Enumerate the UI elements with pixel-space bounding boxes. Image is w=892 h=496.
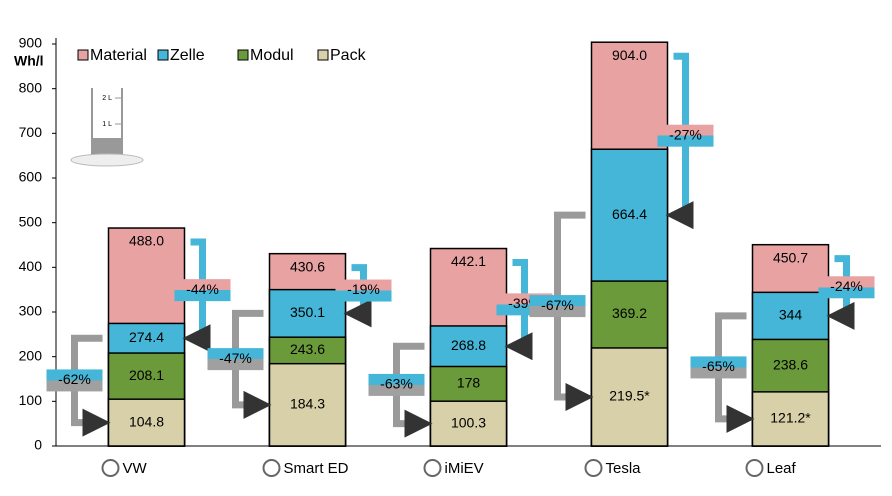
- value-label: 219.5*: [609, 388, 650, 404]
- cell-label-box: [818, 276, 875, 299]
- value-label: 369.2: [612, 305, 647, 321]
- bar: [107, 398, 186, 447]
- pack-reduction-label: -67%: [541, 297, 574, 313]
- bar: [751, 391, 830, 447]
- x-tick-label: Smart ED: [284, 460, 349, 477]
- value-label: 904.0: [612, 47, 647, 63]
- y-tick-label: 200: [19, 347, 43, 363]
- value-label: 664.4: [612, 206, 647, 222]
- legend-swatch: [77, 49, 89, 61]
- pack-label-box: [529, 295, 586, 318]
- cell-label-box: [335, 279, 392, 302]
- value-label: 238.6: [773, 356, 808, 372]
- value-label: 488.0: [129, 233, 164, 249]
- brand-logo: [262, 459, 281, 477]
- value-label: 100.3: [451, 414, 486, 430]
- bar: [590, 347, 669, 447]
- legend-swatch: [157, 49, 169, 61]
- cell-reduction-label: -27%: [669, 126, 702, 142]
- icon-label: 1 L: [102, 121, 112, 128]
- brand-logo: [101, 459, 120, 477]
- pack-label-box: [690, 356, 747, 379]
- y-tick-label: 600: [19, 169, 43, 185]
- legend-swatch: [237, 49, 249, 61]
- brand-logo: [584, 459, 603, 477]
- value-label: 274.4: [129, 329, 164, 345]
- value-label: 268.8: [451, 337, 486, 353]
- y-tick-label: 100: [19, 392, 43, 408]
- y-tick-label: 300: [19, 303, 43, 319]
- value-label: 442.1: [451, 253, 486, 269]
- y-tick-label: 800: [19, 79, 43, 95]
- pack-reduction-label: -65%: [702, 358, 735, 374]
- icon-label: 2 L: [102, 95, 112, 102]
- value-label: 430.6: [290, 258, 325, 274]
- cell-reduction-label: -24%: [830, 278, 863, 294]
- brand-logo: [423, 459, 442, 477]
- value-label: 450.7: [773, 249, 808, 265]
- x-tick-label: Tesla: [606, 460, 642, 477]
- legend-label: Modul: [250, 47, 294, 64]
- y-tick-label: 400: [19, 258, 43, 274]
- y-tick-label: 900: [19, 35, 43, 51]
- x-tick-label: iMiEV: [445, 460, 484, 477]
- pack-label-box: [368, 373, 425, 396]
- cell-label-box: [657, 124, 714, 147]
- brand-logo: [745, 459, 764, 477]
- x-tick-label: VW: [123, 460, 148, 477]
- value-label: 208.1: [129, 367, 164, 383]
- y-unit-label: Wh/l: [14, 53, 44, 69]
- pack-reduction-label: -47%: [219, 350, 252, 366]
- value-label: 104.8: [129, 413, 164, 429]
- y-tick-label: 0: [34, 437, 42, 453]
- value-label: 121.2*: [770, 410, 811, 426]
- legend-swatch: [317, 49, 329, 61]
- cell-reduction-label: -44%: [186, 281, 219, 297]
- pack-label-box: [207, 348, 264, 371]
- legend-label: Zelle: [170, 47, 205, 64]
- legend-label: Pack: [330, 47, 367, 64]
- x-tick-label: Leaf: [767, 460, 797, 477]
- pack-label-box: [46, 369, 103, 392]
- cell-reduction-label: -19%: [347, 281, 380, 297]
- beaker-icon: [70, 88, 144, 167]
- bar: [268, 362, 347, 447]
- bar: [429, 400, 508, 447]
- pack-reduction-label: -62%: [58, 371, 91, 387]
- y-tick-label: 500: [19, 213, 43, 229]
- value-label: 243.6: [290, 341, 325, 357]
- value-label: 184.3: [290, 396, 325, 412]
- pack-reduction-label: -63%: [380, 376, 413, 392]
- y-tick-label: 700: [19, 124, 43, 140]
- cell-label-box: [174, 279, 231, 302]
- value-label: 344: [779, 307, 803, 323]
- value-label: 350.1: [290, 304, 325, 320]
- value-label: 178: [457, 375, 481, 391]
- legend-label: Material: [90, 47, 147, 64]
